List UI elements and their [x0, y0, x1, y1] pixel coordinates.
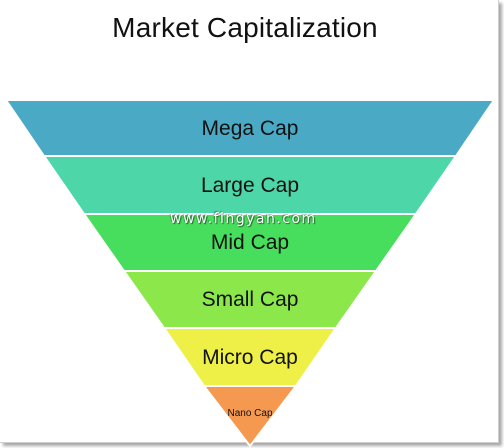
level-small-cap: Small Cap: [122, 270, 378, 329]
level-large-cap: Large Cap: [42, 155, 458, 215]
level-mega-cap-label: Mega Cap: [202, 117, 299, 140]
diagram-title: Market Capitalization: [112, 12, 378, 43]
level-nano-cap: Nano Cap: [201, 385, 299, 448]
level-micro-cap-label: Micro Cap: [202, 346, 298, 369]
level-mega-cap: Mega Cap: [4, 99, 496, 157]
level-small-cap-label: Small Cap: [202, 288, 299, 311]
level-micro-cap: Micro Cap: [162, 327, 338, 387]
level-nano-cap-band: [201, 385, 299, 448]
level-large-cap-label: Large Cap: [201, 174, 299, 197]
watermark-text: www.fingyan.com: [170, 211, 317, 227]
level-mid-cap-label: Mid Cap: [211, 231, 289, 254]
level-nano-cap-label: Nano Cap: [227, 408, 272, 419]
